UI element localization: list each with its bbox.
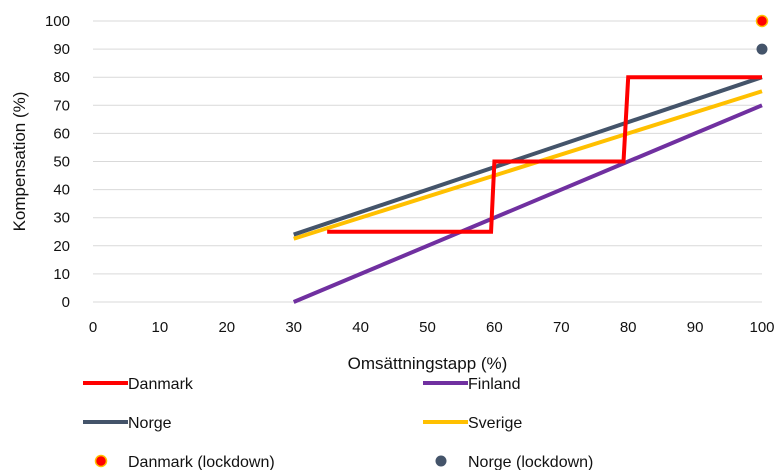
x-tick-40: 40 [352,319,369,336]
x-tick-10: 10 [152,319,169,336]
x-tick-labels: 0 10 20 30 40 50 60 70 80 90 100 [89,319,774,336]
legend-label-norge: Norge [128,415,172,432]
series-line-norge [293,75,763,237]
y-tick-20: 20 [53,238,70,255]
legend-swatch-danmark-lockdown [94,454,108,468]
x-tick-70: 70 [553,319,570,336]
y-tick-40: 40 [53,182,70,199]
legend-label-norge-lockdown: Norge (lockdown) [468,454,593,470]
series-line-sverige [293,89,763,241]
y-tick-30: 30 [53,210,70,227]
y-tick-100: 100 [45,13,70,30]
x-tick-50: 50 [419,319,436,336]
series-line-finland [292,103,763,304]
x-tick-90: 90 [687,319,704,336]
legend-swatch-norge-lockdown [435,455,447,467]
marker-danmark-lockdown [755,14,769,28]
y-axis-label: Kompensation (%) [10,92,29,232]
y-tick-90: 90 [53,41,70,58]
y-tick-60: 60 [53,125,70,142]
legend-label-danmark: Danmark [128,376,194,393]
y-tick-80: 80 [53,69,70,86]
y-tick-labels: 0 10 20 30 40 50 60 70 80 90 100 [45,13,70,311]
marker-norge-lockdown [756,43,768,55]
y-tick-0: 0 [62,294,70,311]
legend-label-sverige: Sverige [468,415,522,432]
legend-label-finland: Finland [468,376,520,393]
x-tick-20: 20 [218,319,235,336]
series-line-danmark [327,75,762,234]
gridlines [93,20,762,303]
x-tick-80: 80 [620,319,637,336]
x-tick-0: 0 [89,319,97,336]
y-tick-10: 10 [53,266,70,283]
y-tick-70: 70 [53,97,70,114]
series-layer [292,14,769,304]
x-tick-60: 60 [486,319,503,336]
legend: Danmark Finland Norge Sverige Danmark (lockd… [83,376,593,470]
x-tick-100: 100 [749,319,774,336]
x-tick-30: 30 [285,319,302,336]
y-tick-50: 50 [53,154,70,171]
x-axis-label: Omsättningstapp (%) [348,354,508,373]
legend-label-danmark-lockdown: Danmark (lockdown) [128,454,275,470]
